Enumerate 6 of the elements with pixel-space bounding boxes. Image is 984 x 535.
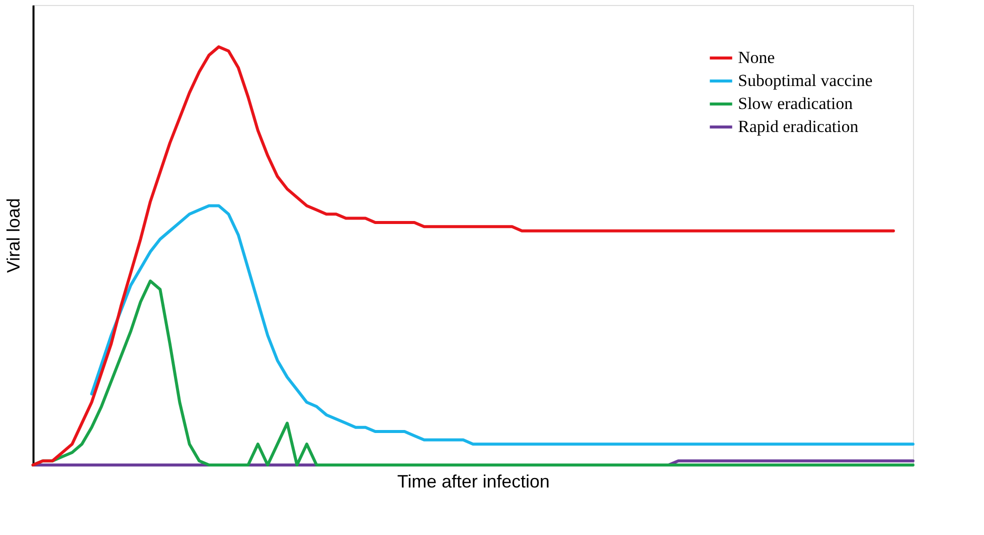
legend-label: Suboptimal vaccine [738,71,873,90]
legend-label: Slow eradication [738,94,854,113]
legend-label: Rapid eradication [738,117,859,136]
legend-label: None [738,48,775,67]
x-axis-title: Time after infection [397,472,550,492]
y-axis-title: Viral load [4,198,24,273]
